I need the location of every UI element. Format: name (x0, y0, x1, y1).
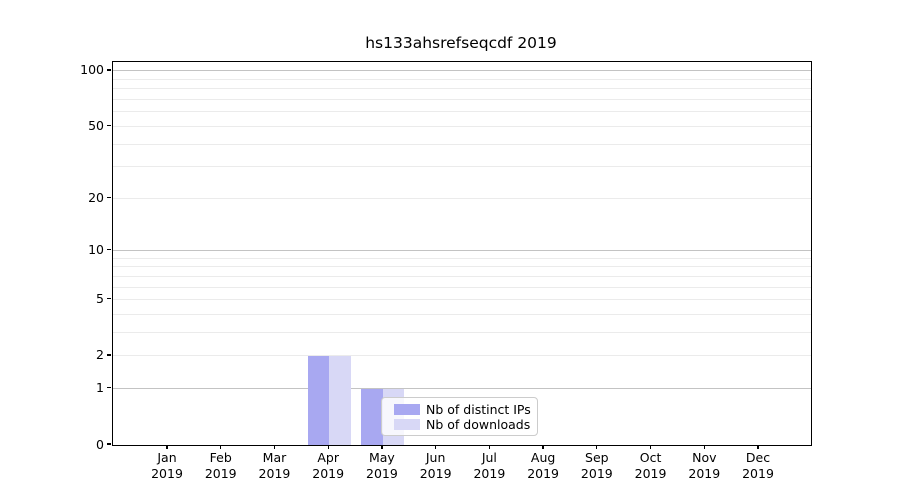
gridline-minor (113, 143, 811, 145)
bar-downloads-apr (329, 355, 351, 445)
x-tick-label: Sep 2019 (580, 450, 613, 481)
y-tick-mark (107, 196, 111, 198)
y-tick-label: 50 (88, 117, 104, 133)
x-tick-label: Oct 2019 (634, 450, 667, 481)
gridline-minor (113, 355, 811, 357)
gridline-minor (113, 125, 811, 127)
legend-label-distinct-ips: Nb of distinct IPs (426, 402, 531, 417)
x-tick-mark (703, 445, 705, 450)
x-tick-mark (166, 445, 168, 450)
x-tick-label: Jun 2019 (419, 450, 452, 481)
x-tick-label: May 2019 (366, 450, 398, 481)
x-tick-mark (488, 445, 491, 450)
y-tick-label: 20 (88, 189, 104, 205)
x-tick-mark (542, 445, 544, 450)
bar-distinct-ips-may (361, 388, 383, 445)
gridline-minor (113, 299, 811, 301)
y-tick-label: 2 (96, 347, 104, 363)
x-tick-mark (273, 445, 276, 450)
x-tick-label: Feb 2019 (204, 450, 237, 481)
y-tick-label: 100 (80, 62, 104, 78)
legend-item-distinct-ips: Nb of distinct IPs (394, 402, 531, 417)
gridline-minor (113, 332, 811, 334)
gridline-major (113, 388, 811, 390)
gridline-major (113, 70, 811, 72)
bar-distinct-ips-apr (307, 355, 330, 445)
x-tick-mark (757, 445, 759, 450)
legend-label-downloads: Nb of downloads (426, 417, 531, 432)
gridline-minor (113, 111, 811, 113)
gridline-minor (113, 314, 811, 316)
legend-swatch-downloads (394, 419, 420, 430)
chart-title: hs133ahsrefseqcdf 2019 (365, 34, 557, 52)
y-tick-label: 5 (96, 291, 104, 307)
x-tick-mark (381, 445, 383, 450)
x-tick-label: Jul 2019 (473, 450, 506, 481)
y-tick-mark (107, 298, 111, 300)
x-tick-mark (596, 445, 598, 450)
gridline-minor (113, 99, 811, 101)
y-tick-label: 10 (88, 242, 104, 258)
x-tick-label: Apr 2019 (312, 450, 345, 481)
gridline-minor (113, 266, 811, 268)
x-tick-mark (220, 445, 222, 450)
gridline-minor (113, 197, 811, 199)
gridline-minor (113, 166, 811, 168)
gridline-minor (113, 286, 811, 288)
gridline-minor (113, 78, 811, 80)
legend-item-downloads: Nb of downloads (394, 417, 531, 432)
y-tick-mark (107, 354, 111, 356)
y-tick-mark (107, 249, 111, 251)
y-tick-label: 0 (96, 436, 104, 452)
y-tick-label: 1 (96, 380, 104, 396)
x-tick-mark (649, 445, 652, 450)
x-tick-mark (327, 445, 329, 450)
y-tick-mark (107, 69, 111, 71)
legend-swatch-distinct-ips (394, 404, 420, 415)
x-tick-label: Mar 2019 (258, 450, 291, 481)
x-tick-label: Jan 2019 (151, 450, 183, 481)
plot-area: Nb of distinct IPs Nb of downloads (112, 61, 812, 446)
y-tick-mark (107, 443, 111, 445)
x-tick-mark (435, 445, 437, 450)
legend: Nb of distinct IPs Nb of downloads (381, 397, 538, 436)
x-tick-label: Dec 2019 (742, 450, 774, 481)
gridline-minor (113, 88, 811, 90)
y-tick-mark (107, 124, 111, 126)
x-tick-label: Nov 2019 (688, 450, 721, 481)
y-tick-mark (107, 387, 111, 389)
x-tick-label: Aug 2019 (527, 450, 560, 481)
gridline-minor (113, 257, 811, 259)
gridline-major (113, 250, 811, 252)
gridline-minor (113, 275, 811, 277)
